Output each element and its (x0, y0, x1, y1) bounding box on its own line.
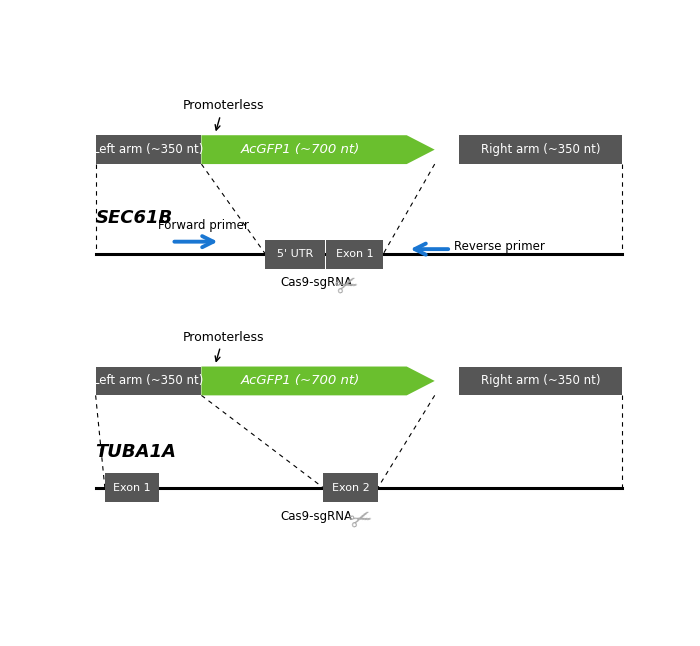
FancyBboxPatch shape (96, 135, 202, 164)
Text: Exon 2: Exon 2 (332, 483, 370, 493)
Polygon shape (202, 366, 435, 395)
Text: TUBA1A: TUBA1A (96, 443, 176, 461)
Text: Promoterless: Promoterless (183, 331, 264, 361)
FancyBboxPatch shape (105, 474, 159, 503)
Text: SEC61B: SEC61B (96, 209, 173, 227)
Text: Exon 1: Exon 1 (336, 249, 374, 259)
Text: Promoterless: Promoterless (183, 99, 264, 130)
Text: Exon 1: Exon 1 (113, 483, 150, 493)
Text: Cas9-sgRNA: Cas9-sgRNA (280, 276, 352, 289)
Text: Cas9-sgRNA: Cas9-sgRNA (280, 510, 352, 523)
Text: AcGFP1 (~700 nt): AcGFP1 (~700 nt) (240, 375, 360, 388)
FancyBboxPatch shape (326, 240, 383, 269)
FancyBboxPatch shape (459, 135, 622, 164)
Text: Forward primer: Forward primer (158, 219, 249, 232)
Polygon shape (202, 135, 435, 164)
Text: Left arm (~350 nt): Left arm (~350 nt) (93, 375, 204, 388)
Text: ✂: ✂ (332, 269, 363, 303)
FancyBboxPatch shape (265, 240, 325, 269)
FancyBboxPatch shape (323, 474, 378, 503)
FancyBboxPatch shape (459, 366, 622, 395)
Text: AcGFP1 (~700 nt): AcGFP1 (~700 nt) (240, 143, 360, 156)
Text: ✂: ✂ (345, 503, 377, 537)
Text: Right arm (~350 nt): Right arm (~350 nt) (481, 375, 600, 388)
Text: Left arm (~350 nt): Left arm (~350 nt) (93, 143, 204, 156)
Text: 5' UTR: 5' UTR (277, 249, 314, 259)
Text: Right arm (~350 nt): Right arm (~350 nt) (481, 143, 600, 156)
FancyBboxPatch shape (96, 366, 202, 395)
Text: Reverse primer: Reverse primer (454, 240, 545, 253)
